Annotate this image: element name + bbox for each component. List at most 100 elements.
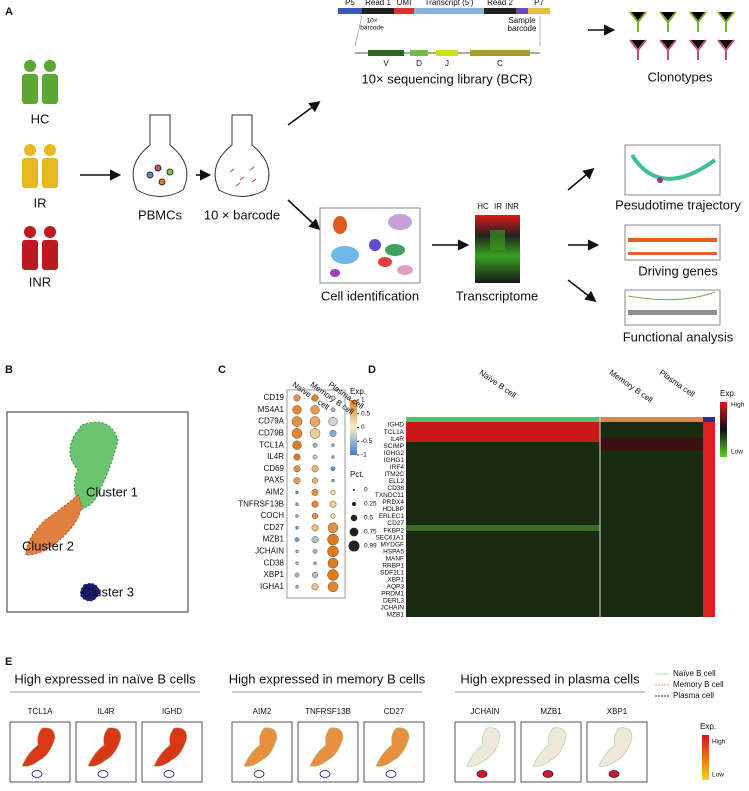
feature-umap-cluster3 xyxy=(476,770,488,778)
feature-umap xyxy=(466,727,501,767)
label: MZB1 xyxy=(540,707,562,716)
label: SEC61A1 xyxy=(375,534,404,541)
feature-umap xyxy=(309,727,344,767)
label: IL4R xyxy=(267,452,284,461)
feature-umap xyxy=(87,727,122,767)
label: MZB1 xyxy=(263,535,285,544)
label: MZB1 xyxy=(387,612,405,619)
dot xyxy=(331,455,335,459)
label: FKBP2 xyxy=(383,527,404,534)
label: IRF4 xyxy=(390,464,404,471)
analysis-thumbnails xyxy=(624,144,721,326)
label: TCL1A xyxy=(259,440,285,449)
dot xyxy=(312,454,318,460)
e-legend-lines xyxy=(655,673,709,780)
size-key xyxy=(349,527,359,537)
dot xyxy=(310,405,320,415)
dot xyxy=(311,488,319,496)
label: SCIMP xyxy=(383,443,404,450)
label: XBP1 xyxy=(607,707,628,716)
dot xyxy=(295,514,299,518)
dot xyxy=(295,490,299,495)
label: IGHA1 xyxy=(260,582,285,591)
label: C xyxy=(497,59,503,68)
dot xyxy=(295,526,299,530)
cell-identification-umap xyxy=(319,207,421,284)
feature-umap xyxy=(243,727,278,767)
label: SDF2L1 xyxy=(380,569,404,576)
label: DERL3 xyxy=(383,598,404,605)
marker-heatmap xyxy=(406,402,727,617)
dot xyxy=(291,428,303,439)
label: Plasma cell xyxy=(658,368,697,399)
label: J xyxy=(445,59,449,68)
label: Exp. xyxy=(700,722,716,731)
label: XBP1 xyxy=(264,570,285,579)
label: 10 × barcode xyxy=(204,207,280,222)
label: CD27 xyxy=(387,520,404,527)
label: D xyxy=(368,364,376,376)
dot xyxy=(312,513,319,520)
label: Transcriptome xyxy=(456,288,539,303)
label: TXNDC11 xyxy=(375,492,405,499)
dot xyxy=(327,533,339,546)
feature-umap-cluster3 xyxy=(542,770,554,778)
dot xyxy=(312,549,318,554)
label: 0 xyxy=(361,424,365,431)
size-key xyxy=(348,540,360,552)
label: High xyxy=(712,739,726,746)
dot xyxy=(311,524,319,532)
umap-clusters xyxy=(6,411,189,613)
label: P5 xyxy=(345,0,355,7)
feature-umap-frame xyxy=(520,721,582,783)
dotplot-frame xyxy=(286,389,346,599)
dot xyxy=(292,405,302,415)
label: TCL1A xyxy=(384,429,405,436)
dot xyxy=(327,569,339,581)
dot xyxy=(329,429,337,437)
feature-umap xyxy=(375,727,410,767)
label: P7 xyxy=(534,0,544,7)
label: -1 xyxy=(361,452,367,459)
label: IR xyxy=(494,202,502,211)
dot xyxy=(327,545,339,558)
label: IGHD xyxy=(162,707,182,716)
label: High xyxy=(731,402,745,409)
label: Driving genes xyxy=(638,263,718,278)
size-key xyxy=(351,501,357,507)
label: MYDGF xyxy=(381,541,405,548)
transcriptome-heatmap xyxy=(475,215,520,283)
dot xyxy=(294,572,300,578)
dot xyxy=(295,561,299,565)
label: 0 xyxy=(364,487,368,494)
label: 0.5 xyxy=(361,410,370,417)
exp-colorbar xyxy=(350,400,357,455)
label: D xyxy=(416,59,422,68)
label: HC xyxy=(477,202,489,211)
dot xyxy=(309,416,321,427)
label: ERLEC1 xyxy=(379,513,405,520)
dot xyxy=(311,500,319,508)
label: Cluster 2 xyxy=(22,538,74,553)
feature-umap-cluster3 xyxy=(608,770,620,778)
label: 1 xyxy=(361,397,365,404)
clonotype-icons xyxy=(629,11,735,60)
label: JCHAIN xyxy=(471,707,500,716)
label: High expressed in plasma cells xyxy=(460,671,640,686)
dot xyxy=(292,440,302,450)
label: CD69 xyxy=(264,464,285,473)
label: HDLBP xyxy=(382,506,404,513)
label: -0.5 xyxy=(361,438,373,445)
label: XBP1 xyxy=(387,577,404,584)
feature-umap-cluster3 xyxy=(163,770,175,778)
label: Read 2 xyxy=(487,0,513,7)
label: ITM2C xyxy=(385,471,405,478)
label: RRBP1 xyxy=(382,562,404,569)
dot xyxy=(312,477,319,484)
dot xyxy=(293,453,301,461)
label: HSPA5 xyxy=(383,548,404,555)
label: CD19 xyxy=(264,393,285,402)
label: 10× xyxy=(366,18,377,25)
label: CD38 xyxy=(387,485,404,492)
